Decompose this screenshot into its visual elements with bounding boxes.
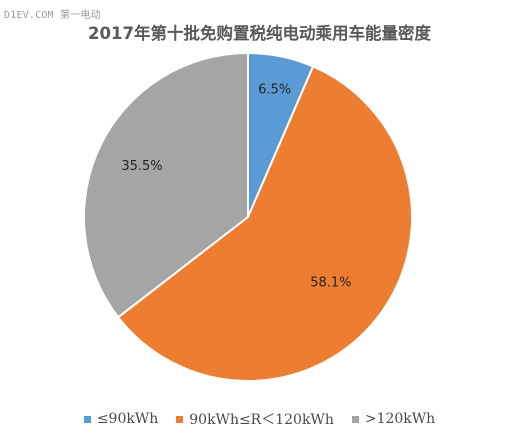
pie-slice — [83, 52, 249, 319]
slice-value-label: 35.5% — [121, 159, 162, 174]
pie-slice — [117, 65, 413, 382]
legend-swatch — [351, 415, 359, 423]
pie-slices — [83, 52, 413, 382]
legend-label: >120kWh — [364, 411, 436, 427]
legend-swatch — [176, 415, 184, 423]
slice-value-label: 6.5% — [258, 83, 291, 98]
legend-swatch — [83, 415, 91, 423]
pie-labels: 6.5% 58.1% 35.5% — [121, 83, 351, 291]
watermark: D1EV.COM 第一电动 — [4, 10, 101, 21]
legend-label: 90kWh≤R＜120kWh — [189, 412, 334, 428]
legend-item: 90kWh≤R＜120kWh — [176, 409, 334, 429]
chart-title: 2017年第十批免购置税纯电动乘用车能量密度 — [88, 24, 431, 43]
legend-label: ≤90kWh — [96, 411, 159, 427]
legend-item: >120kWh — [351, 411, 436, 427]
legend-item: ≤90kWh — [83, 411, 159, 427]
slice-value-label: 58.1% — [310, 275, 351, 290]
legend: ≤90kWh 90kWh≤R＜120kWh >120kWh — [0, 409, 519, 429]
